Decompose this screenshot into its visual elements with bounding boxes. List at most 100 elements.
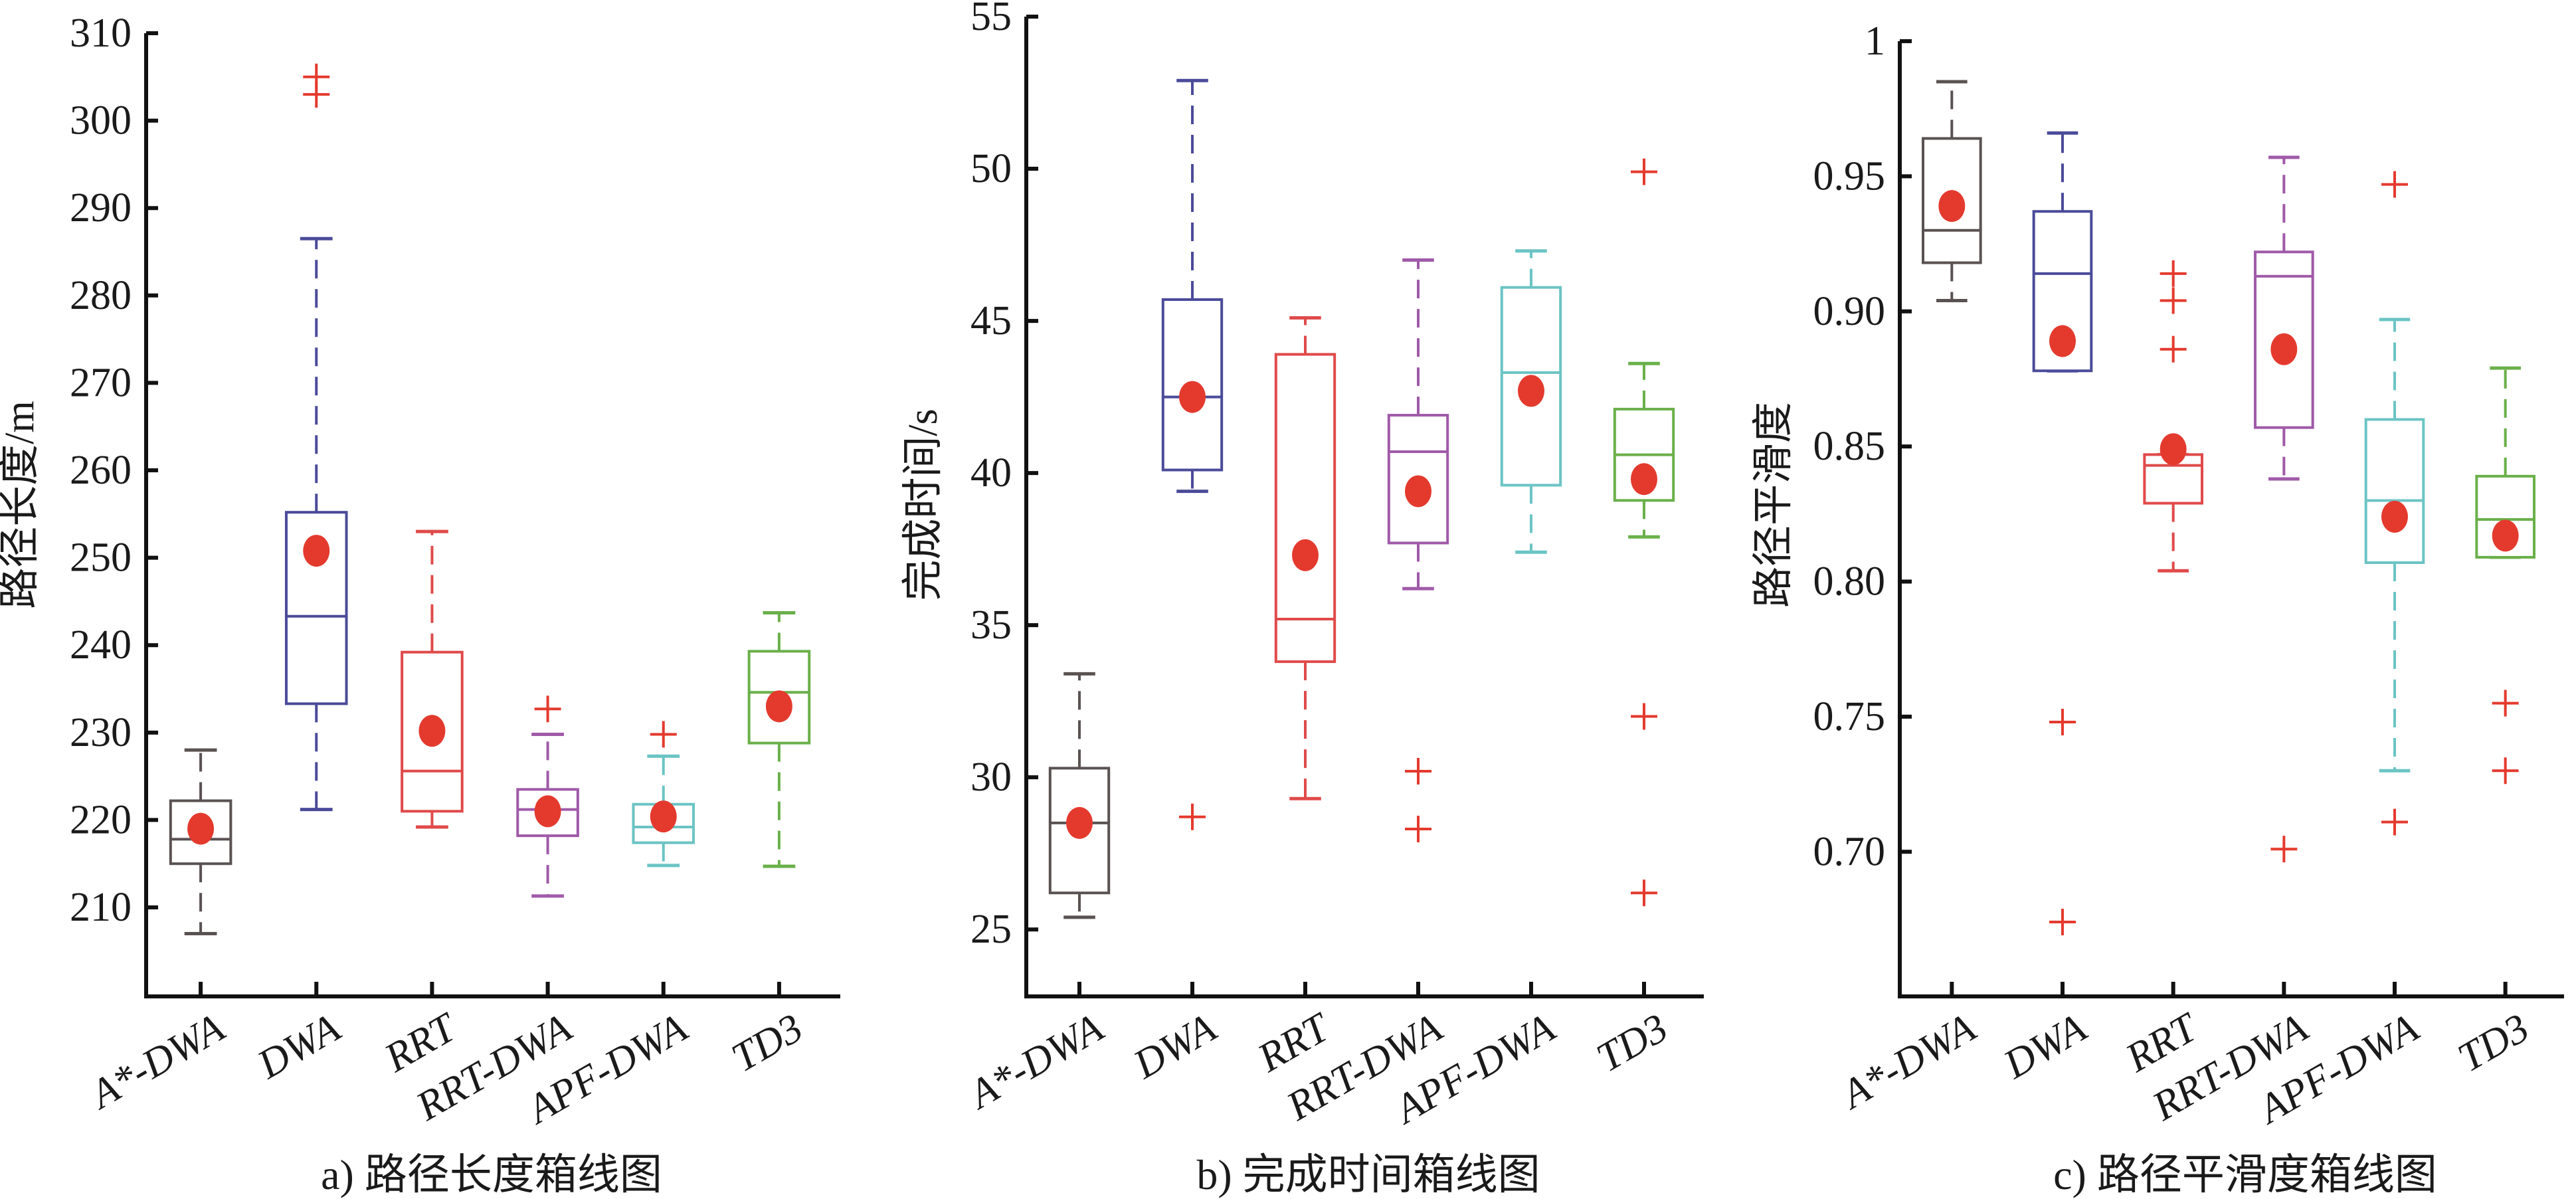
x-tick-label: DWA — [1996, 1005, 2094, 1088]
y-tick-label: 0.95 — [1813, 153, 1886, 199]
y-tick-label: 230 — [70, 710, 132, 755]
y-tick-label: 0.85 — [1813, 424, 1886, 469]
y-tick-label: 260 — [70, 448, 132, 493]
outlier-marker — [2381, 171, 2408, 198]
box-dwa — [2032, 131, 2093, 936]
panel-caption: a) 路径长度箱线图 — [321, 1151, 662, 1198]
x-tick-label: DWA — [250, 1005, 348, 1088]
y-tick-label: 300 — [70, 98, 132, 143]
outlier-marker — [2492, 757, 2519, 784]
x-tick-label: DWA — [1126, 1005, 1224, 1088]
y-tick-label: 25 — [970, 907, 1012, 952]
outlier-marker — [2160, 260, 2187, 287]
y-axis-title: 路径平滑度 — [1751, 402, 1796, 608]
mean-marker — [2160, 433, 2187, 466]
y-axis-title: 完成时间/s — [901, 409, 946, 600]
mean-marker — [650, 800, 677, 833]
x-tick-label: TD3 — [2450, 1005, 2536, 1081]
panel-caption: b) 完成时间箱线图 — [1196, 1151, 1540, 1198]
outlier-marker — [650, 721, 677, 748]
y-tick-label: 35 — [970, 602, 1012, 648]
box-apf-dwa — [1500, 249, 1562, 554]
x-tick-label: TD3 — [1590, 1005, 1675, 1081]
outlier-marker — [303, 63, 330, 90]
box-apf-dwa — [2364, 171, 2425, 836]
iqr-box — [1274, 353, 1336, 664]
outlier-marker — [1405, 758, 1431, 784]
mean-marker — [2049, 325, 2076, 357]
outlier-marker — [2492, 690, 2519, 717]
outlier-marker — [2270, 836, 2298, 863]
mean-marker — [303, 535, 330, 567]
y-tick-label: 310 — [70, 11, 132, 56]
box-td3 — [2475, 366, 2535, 784]
mean-marker — [1405, 475, 1431, 507]
box-a-dwa — [169, 748, 232, 936]
y-tick-label: 0.70 — [1813, 829, 1886, 874]
mean-marker — [2381, 500, 2408, 533]
box-dwa — [1161, 78, 1224, 830]
y-tick-label: 40 — [970, 450, 1012, 496]
box-rrt-dwa — [516, 695, 579, 898]
mean-marker — [534, 795, 561, 828]
box-td3 — [747, 611, 811, 868]
box-rrt — [401, 529, 464, 829]
box-rrt — [2143, 260, 2203, 573]
outlier-marker — [1631, 703, 1657, 730]
y-tick-label: 0.80 — [1813, 559, 1886, 604]
y-tick-label: 55 — [970, 0, 1012, 39]
outlier-marker — [534, 695, 561, 723]
outlier-marker — [1405, 816, 1431, 843]
outlier-marker — [2160, 335, 2187, 363]
box-rrt-dwa — [1387, 258, 1449, 843]
panel-completion-time: 完成时间/s b) 完成时间箱线图 25 30 35 40 45 50 55 A*-DWA DW… — [901, 0, 1704, 1198]
x-tick-label: A*-DWA — [1832, 1005, 1984, 1119]
mean-marker — [1066, 806, 1093, 839]
box-td3 — [1613, 158, 1675, 907]
panel-path-smoothness: 路径平滑度 c) 路径平滑度箱线图 0.70 0.75 0.80 0.85 0.90 0.… — [1751, 19, 2564, 1198]
y-tick-label: 250 — [70, 535, 132, 581]
outlier-marker — [2049, 709, 2076, 736]
y-tick-label: 210 — [70, 885, 132, 930]
y-tick-label: 50 — [970, 146, 1012, 191]
y-tick-label: 220 — [70, 797, 132, 842]
mean-marker — [2492, 519, 2519, 552]
mean-marker — [1292, 539, 1319, 571]
y-tick-label: 290 — [70, 185, 132, 231]
mean-marker — [1518, 375, 1544, 407]
iqr-box — [2364, 418, 2425, 565]
y-tick-label: 0.75 — [1813, 694, 1886, 739]
x-tick-label: A*-DWA — [81, 1005, 233, 1119]
mean-marker — [187, 812, 215, 845]
iqr-box — [2143, 453, 2203, 505]
mean-marker — [2270, 333, 2298, 365]
box-rrt-dwa — [2254, 155, 2314, 863]
y-tick-label: 30 — [970, 755, 1012, 800]
y-tick-label: 270 — [70, 360, 132, 405]
box-rrt — [1274, 316, 1336, 800]
box-apf-dwa — [632, 721, 695, 868]
panel-caption: c) 路径平滑度箱线图 — [2053, 1151, 2437, 1198]
box-a-dwa — [1048, 672, 1111, 919]
y-tick-label: 45 — [970, 298, 1012, 343]
outlier-marker — [1179, 803, 1206, 830]
mean-marker — [1938, 190, 1966, 223]
outlier-marker — [2381, 808, 2408, 836]
box-dwa — [284, 63, 348, 812]
y-tick-label: 280 — [70, 273, 132, 318]
mean-marker — [418, 715, 446, 747]
mean-marker — [1179, 381, 1206, 413]
y-tick-label: 240 — [70, 622, 132, 668]
x-tick-label: A*-DWA — [959, 1005, 1111, 1119]
panel-path-length: 路径长度/m a) 路径长度箱线图 210 220 230 240 250 260 270 2… — [0, 11, 840, 1198]
outlier-marker — [2160, 287, 2187, 314]
outlier-marker — [1631, 158, 1657, 185]
x-tick-label: TD3 — [724, 1005, 810, 1081]
y-tick-label: 1 — [1865, 19, 1885, 64]
outlier-marker — [1631, 879, 1657, 907]
y-axis-title: 路径长度/m — [0, 401, 43, 608]
y-tick-label: 0.90 — [1813, 289, 1886, 334]
mean-marker — [1631, 463, 1657, 496]
mean-marker — [765, 690, 792, 723]
